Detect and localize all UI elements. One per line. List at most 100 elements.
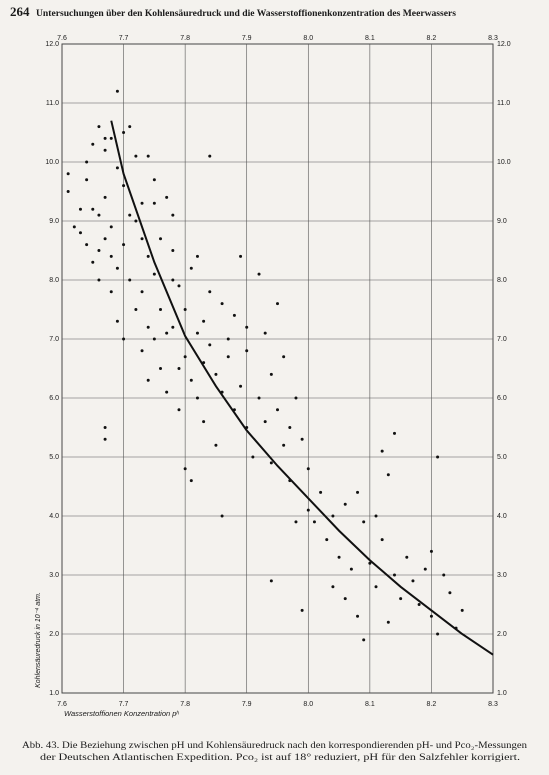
data-point — [282, 355, 286, 359]
data-point — [331, 585, 335, 589]
y-tick-label: 12.0 — [45, 41, 59, 48]
data-point — [171, 325, 175, 329]
data-point — [85, 160, 89, 164]
y-tick-label: 4.0 — [49, 513, 59, 520]
data-point — [423, 567, 427, 571]
x-tick-label: 7.7 — [119, 701, 129, 708]
data-point — [195, 331, 199, 335]
data-point — [97, 278, 101, 282]
data-point — [220, 514, 224, 518]
data-point — [128, 125, 132, 129]
y-tick-label-right: 8.0 — [497, 277, 507, 284]
data-point — [436, 455, 440, 459]
data-point — [202, 420, 206, 424]
data-point — [362, 638, 366, 642]
data-point — [177, 284, 181, 288]
data-point — [429, 549, 433, 553]
data-point — [97, 249, 101, 252]
data-point — [263, 331, 267, 335]
y-tick-label: 2.0 — [49, 631, 59, 638]
data-point — [109, 290, 113, 294]
data-point — [392, 573, 396, 577]
data-point — [115, 319, 119, 323]
y-tick-label-right: 1.0 — [497, 690, 507, 697]
data-point — [386, 620, 390, 624]
data-point — [189, 266, 193, 270]
x-tick-label: 7.8 — [180, 701, 190, 708]
data-point — [226, 355, 230, 359]
data-point — [362, 520, 366, 524]
data-point — [288, 426, 292, 429]
data-point — [269, 579, 273, 583]
data-point — [368, 561, 372, 565]
y-tick-label: 8.0 — [49, 277, 59, 284]
data-point — [177, 408, 181, 412]
page-number: 264 — [10, 4, 30, 19]
data-point — [85, 243, 89, 247]
y-tick-label: 3.0 — [49, 572, 59, 579]
y-tick-label-right: 7.0 — [497, 336, 507, 343]
data-point — [356, 614, 360, 618]
data-point — [195, 396, 199, 400]
data-point — [343, 502, 347, 506]
data-point — [152, 178, 156, 182]
data-point — [429, 614, 433, 618]
data-point — [189, 479, 193, 483]
data-point — [208, 154, 212, 158]
data-point — [97, 213, 101, 217]
caption-line: Abb. 43. Die Beziehung zwischen pH und K… — [22, 740, 528, 750]
x-tick-label-top: 7.6 — [57, 35, 67, 42]
y-axis-label: Kohlensäuredruck in 10⁻⁴ atm. — [35, 592, 42, 688]
data-point — [460, 608, 464, 612]
data-point — [411, 579, 415, 583]
data-point — [140, 349, 144, 353]
data-point — [226, 337, 230, 341]
data-point — [276, 408, 279, 412]
y-tick-label-right: 10.0 — [497, 159, 511, 166]
data-point — [122, 184, 126, 188]
data-point — [300, 437, 304, 441]
data-point — [103, 237, 107, 241]
running-head: Untersuchungen über den Kohlensäuredruck… — [36, 8, 456, 19]
data-point — [232, 313, 236, 317]
y-tick-label: 7.0 — [49, 336, 59, 343]
data-point — [109, 136, 113, 140]
data-point — [269, 372, 273, 376]
data-point — [306, 467, 310, 471]
data-point — [122, 243, 126, 247]
data-point — [122, 337, 126, 341]
data-point — [134, 219, 138, 223]
data-point — [103, 437, 107, 441]
x-tick-label-top: 8.2 — [427, 35, 437, 42]
data-point — [91, 207, 95, 211]
data-point — [97, 125, 101, 129]
x-tick-label: 8.0 — [303, 701, 313, 708]
x-tick-label-top: 8.3 — [488, 35, 498, 42]
data-point — [146, 325, 150, 329]
data-point — [399, 597, 403, 601]
data-point — [214, 372, 218, 376]
data-point — [152, 272, 156, 276]
y-tick-label-right: 5.0 — [497, 454, 507, 461]
data-point — [103, 426, 107, 429]
caption-line: der Deutschen Atlantischen Expedition. P… — [40, 752, 520, 762]
data-point — [220, 302, 224, 306]
data-point — [134, 154, 138, 158]
data-point — [417, 603, 421, 606]
x-tick-label-top: 8.1 — [365, 35, 375, 42]
data-point — [85, 178, 89, 182]
x-tick-label: 7.9 — [242, 701, 252, 708]
data-point — [165, 195, 169, 199]
x-tick-label-top: 7.8 — [180, 35, 190, 42]
y-tick-label-right: 2.0 — [497, 631, 507, 638]
data-point — [109, 225, 113, 229]
plot-frame — [61, 43, 494, 694]
y-tick-label: 6.0 — [49, 395, 59, 402]
data-point — [66, 190, 70, 193]
data-point — [195, 254, 199, 258]
data-point — [171, 249, 175, 252]
y-tick-label-right: 3.0 — [497, 572, 507, 579]
data-point — [171, 213, 175, 217]
data-point — [208, 343, 212, 347]
